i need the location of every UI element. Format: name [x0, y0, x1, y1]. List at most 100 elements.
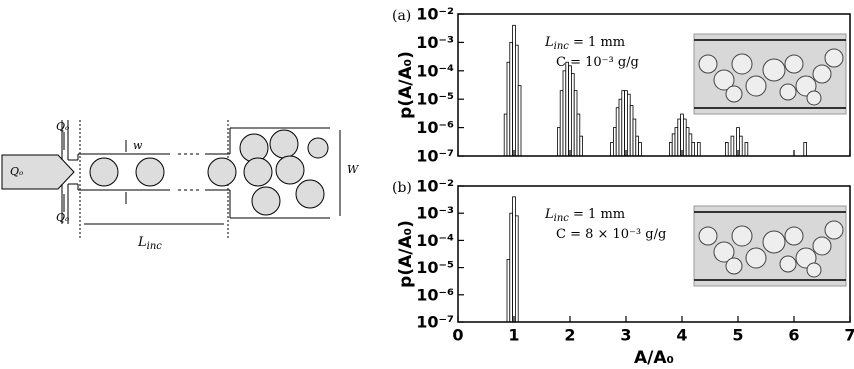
x-tick-label: 6	[788, 326, 799, 345]
bar	[680, 113, 684, 157]
bar	[697, 142, 701, 157]
panel-label: (a)	[392, 8, 411, 24]
photo-droplet	[784, 226, 804, 246]
annotation: Linc = 1 mm	[544, 35, 625, 52]
photo-droplet	[762, 230, 786, 254]
photo-droplet	[824, 48, 844, 68]
bar	[669, 142, 673, 157]
photo-droplet	[698, 54, 718, 74]
photo-droplet	[698, 226, 718, 246]
photo-droplet	[745, 75, 767, 97]
width-label: w	[133, 139, 143, 152]
annotation-part: C = 8 × 10⁻³ g/g	[556, 227, 666, 242]
x-tick-label: 1	[508, 326, 519, 345]
annotation: C = 8 × 10⁻³ g/g	[556, 227, 666, 242]
schematic	[1, 120, 341, 240]
flow-label: Qₒ	[56, 120, 69, 133]
bar	[509, 212, 513, 323]
bar	[624, 90, 628, 157]
panel-label: (b)	[392, 180, 412, 196]
bar	[509, 42, 513, 157]
photo-droplet	[812, 64, 832, 84]
bar	[632, 118, 637, 157]
bar	[515, 44, 519, 157]
bar	[576, 113, 581, 157]
annotation-part: L	[544, 35, 554, 50]
bar	[730, 135, 735, 157]
width-label: W	[347, 163, 360, 176]
annotation-part: C = 10⁻³ g/g	[556, 55, 639, 70]
bar	[557, 127, 561, 157]
y-axis-label: p(A/A₀)	[396, 220, 416, 288]
bar	[573, 90, 578, 157]
y-tick-label: 10⁻⁶	[416, 118, 454, 137]
photo-droplet	[784, 54, 804, 74]
bar	[739, 135, 743, 157]
bar	[565, 61, 569, 157]
bar	[503, 113, 508, 157]
bar	[613, 127, 617, 157]
bar	[725, 142, 729, 157]
y-tick-label: 10⁻⁵	[416, 90, 454, 109]
bar	[559, 90, 564, 157]
x-tick-label: 2	[564, 326, 575, 345]
bar	[629, 105, 634, 157]
bar	[685, 127, 690, 157]
y-tick-label: 10⁻⁷	[416, 313, 454, 332]
y-tick-label: 10⁻⁵	[416, 258, 454, 277]
bar	[618, 98, 623, 157]
y-axis-label: p(A/A₀)	[396, 51, 416, 119]
annotation-part: inc	[554, 41, 570, 52]
photo-droplet	[745, 247, 767, 269]
bar	[635, 135, 639, 157]
x-tick-label: 4	[676, 326, 687, 345]
x-axis-label: A/A₀	[634, 348, 674, 368]
bar	[506, 259, 511, 323]
bar	[803, 142, 807, 157]
bar	[691, 142, 695, 157]
y-tick-label: 10⁻⁴	[416, 231, 454, 250]
photo-droplet	[812, 236, 832, 256]
inset-photo	[693, 205, 847, 287]
annotation: Linc = 1 mm	[544, 207, 625, 224]
bar	[512, 196, 516, 323]
flow-label: Qₒ	[56, 211, 69, 224]
annotation-part: = 1 mm	[569, 35, 625, 50]
x-tick-label: 3	[620, 326, 631, 345]
bar	[610, 142, 614, 157]
photo-droplet	[731, 53, 753, 75]
bar	[677, 118, 681, 157]
bar	[621, 90, 625, 157]
photo-droplet	[806, 90, 822, 106]
inlet	[1, 154, 75, 190]
bar	[671, 133, 676, 157]
photo-droplet	[779, 83, 797, 101]
plot-frame	[457, 185, 851, 323]
photo-droplet	[795, 75, 817, 97]
plot-frame	[457, 13, 851, 157]
bar	[688, 133, 693, 157]
annotation-part: = 1 mm	[569, 207, 625, 222]
bar	[562, 70, 567, 157]
bar	[579, 135, 583, 157]
y-tick-label: 10⁻²	[416, 5, 454, 24]
photo-droplet	[806, 262, 822, 278]
bar	[674, 127, 679, 157]
bar	[683, 118, 687, 157]
photo-droplet	[713, 69, 735, 91]
bar	[627, 93, 631, 157]
y-tick-label: 10⁻²	[416, 177, 454, 196]
photo-droplet	[725, 85, 743, 103]
length-symbol: L	[137, 235, 147, 250]
y-tick-label: 10⁻³	[416, 204, 454, 223]
y-tick-label: 10⁻⁷	[416, 147, 454, 166]
bar	[517, 85, 522, 157]
inset-photo	[693, 33, 847, 115]
bar	[744, 142, 749, 157]
photo-droplet	[713, 241, 735, 263]
x-tick-label: 5	[732, 326, 743, 345]
photo-droplet	[762, 58, 786, 82]
flow-label: Qₒ	[10, 165, 23, 178]
